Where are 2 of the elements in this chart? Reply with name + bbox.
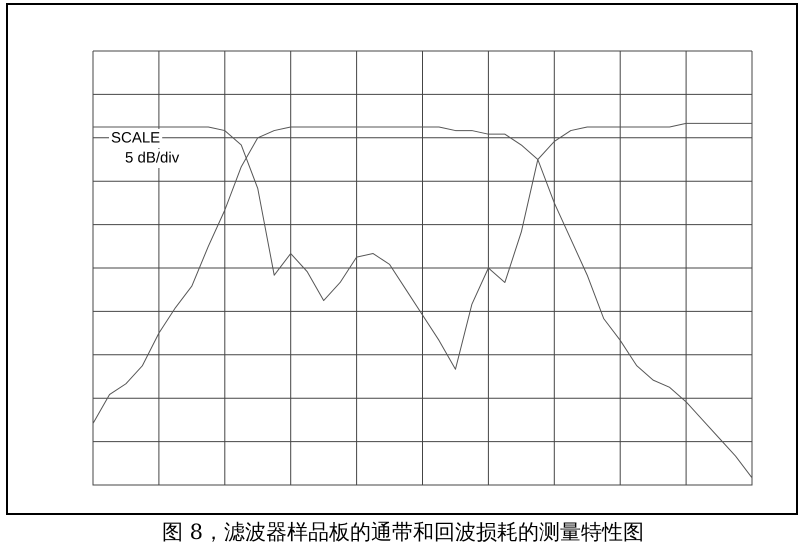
annotation: SCALE 5 dB/div: [111, 130, 180, 167]
text: 图 8，滤波器样品板的通带和回波损耗的测量特性图: [160, 519, 646, 546]
